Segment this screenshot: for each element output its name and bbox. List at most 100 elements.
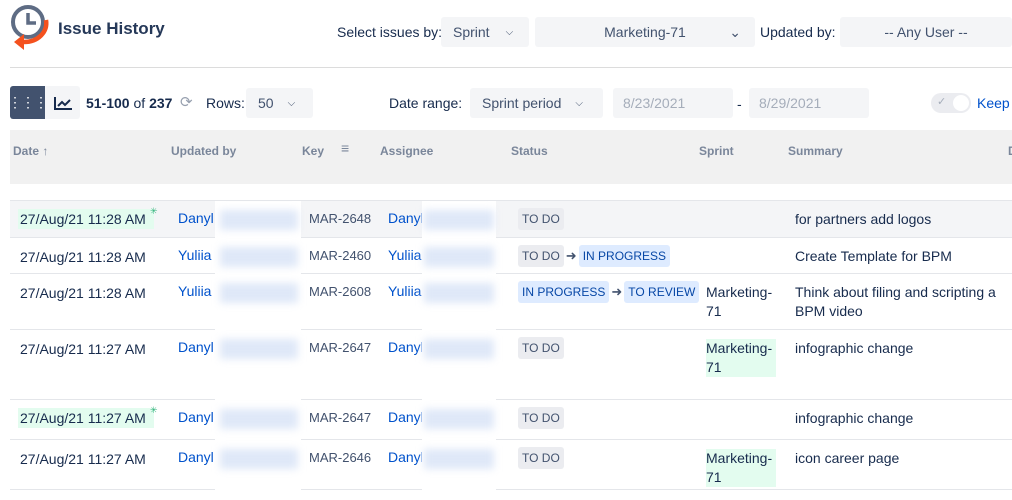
- col-updated-by[interactable]: Updated by: [171, 144, 237, 158]
- assignee-link[interactable]: Danyl: [388, 409, 424, 425]
- select-by-label: Select issues by:: [337, 24, 443, 40]
- sprint-value: Marketing-71: [604, 24, 686, 40]
- status-from-lozenge: TO DO: [518, 208, 564, 230]
- col-status[interactable]: Status: [511, 144, 548, 158]
- summary-cell: Think about filing and scripting a BPM v…: [795, 284, 996, 319]
- chart-view-button[interactable]: [45, 86, 80, 119]
- filter-icon[interactable]: ≡: [341, 140, 350, 156]
- date-cell: 27/Aug/21 11:27 AM: [20, 451, 146, 467]
- total-count: 237: [149, 95, 173, 111]
- status-change: TO DO: [518, 337, 564, 359]
- updated-by-link[interactable]: Yuliia: [178, 247, 212, 263]
- sort-asc-icon: ↑: [42, 144, 49, 158]
- table-row[interactable]: 27/Aug/21 11:28 AM Yuliia MAR-2608 Yulii…: [10, 274, 1012, 330]
- rows-dropdown[interactable]: 50 ⌵: [246, 88, 313, 118]
- chevron-down-icon: ⌄: [729, 23, 741, 40]
- chevron-down-icon: ⌵: [575, 97, 583, 109]
- status-change: TO DO: [518, 407, 564, 429]
- col-key[interactable]: Key: [302, 144, 325, 158]
- blurred-name: [220, 283, 298, 303]
- col-sprint[interactable]: Sprint: [699, 144, 734, 158]
- sprint-dropdown[interactable]: Marketing-71 ⌄: [535, 17, 755, 47]
- date-to-input[interactable]: 8/29/2021: [749, 88, 869, 118]
- updated-by-link[interactable]: Danyl: [178, 210, 214, 226]
- updated-by-link[interactable]: Danyl: [178, 449, 214, 465]
- check-icon: ✓: [937, 96, 947, 108]
- keep-toggle[interactable]: ✓: [931, 93, 971, 113]
- chevron-down-icon: ⌵: [287, 97, 296, 109]
- issue-key[interactable]: MAR-2608: [309, 284, 372, 299]
- date-cell: 27/Aug/21 11:28 AM: [20, 285, 146, 301]
- date-range-value: Sprint period: [482, 95, 562, 111]
- date-cell: 27/Aug/21 11:28 AM: [18, 209, 154, 229]
- assignee-link[interactable]: Danyl: [388, 449, 424, 465]
- table-row[interactable]: 27/Aug/21 11:28 AM Yuliia MAR-2460 Yulii…: [10, 238, 1012, 274]
- table-row[interactable]: 27/Aug/21 11:27 AM Danyl MAR-2646 Danyl …: [10, 440, 1012, 490]
- rows-label: Rows:: [206, 95, 245, 111]
- page-title: Issue History: [58, 19, 165, 38]
- updated-by-link[interactable]: Danyl: [178, 339, 214, 355]
- blurred-name: [220, 247, 298, 267]
- divider: [10, 67, 1012, 68]
- status-from-lozenge: IN PROGRESS: [518, 281, 610, 303]
- assignee-link[interactable]: Danyl: [388, 210, 424, 226]
- summary-cell: infographic change: [795, 410, 914, 426]
- status-to-lozenge: IN PROGRESS: [578, 245, 671, 267]
- table-row[interactable]: 27/Aug/21 11:28 AM ✳ Danyl MAR-2648 Dany…: [10, 200, 1012, 239]
- col-date[interactable]: Date ↑: [13, 144, 49, 158]
- issue-key[interactable]: MAR-2460: [309, 248, 372, 263]
- assignee-link[interactable]: Yuliia: [388, 283, 422, 299]
- issue-key[interactable]: MAR-2648: [309, 211, 372, 226]
- updated-by-label: Updated by:: [760, 24, 836, 40]
- blurred-name: [424, 449, 494, 469]
- date-from-input[interactable]: 8/23/2021: [613, 88, 733, 118]
- select-by-dropdown[interactable]: Sprint ⌵: [441, 17, 529, 47]
- updated-by-dropdown[interactable]: -- Any User --: [840, 17, 1012, 47]
- status-from-lozenge: TO DO: [518, 337, 564, 359]
- updated-by-value: -- Any User --: [884, 24, 968, 40]
- issue-key[interactable]: MAR-2647: [309, 410, 372, 425]
- status-to-lozenge: TO REVIEW: [624, 281, 700, 303]
- grid-view-button[interactable]: ⋮⋮⋮: [8, 86, 48, 119]
- col-assignee[interactable]: Assignee: [380, 144, 434, 158]
- keep-label[interactable]: Keep: [977, 95, 1010, 111]
- status-change: TO DO: [518, 447, 564, 469]
- updated-by-link[interactable]: Danyl: [178, 409, 214, 425]
- blurred-name: [424, 210, 494, 230]
- summary-cell: Create Template for BPM: [795, 248, 952, 264]
- chart-icon: [53, 96, 72, 110]
- of-label: of: [133, 95, 146, 111]
- date-cell: 27/Aug/21 11:27 AM: [18, 408, 154, 428]
- select-by-value: Sprint: [453, 24, 490, 40]
- arrow-right-icon: ➜: [611, 284, 623, 299]
- status-from-lozenge: TO DO: [518, 245, 564, 267]
- arrow-right-icon: ➜: [565, 248, 577, 263]
- issue-key[interactable]: MAR-2646: [309, 450, 372, 465]
- page-range: 51-100: [86, 95, 130, 111]
- date-cell: 27/Aug/21 11:27 AM: [20, 341, 146, 357]
- assignee-link[interactable]: Danyl: [388, 339, 424, 355]
- chevron-down-icon: ⌵: [505, 26, 514, 38]
- date-range-dropdown[interactable]: Sprint period ⌵: [470, 88, 603, 118]
- date-cell: 27/Aug/21 11:28 AM: [20, 249, 146, 265]
- status-from-lozenge: TO DO: [518, 407, 564, 429]
- issue-key[interactable]: MAR-2647: [309, 340, 372, 355]
- summary-cell: infographic change: [795, 340, 914, 356]
- new-indicator-icon: ✳: [150, 405, 158, 415]
- sprint-cell: Marketing-71: [706, 284, 773, 319]
- updated-by-link[interactable]: Yuliia: [178, 283, 212, 299]
- refresh-icon[interactable]: ⟳: [180, 94, 193, 111]
- table-header: Date ↑ Updated by Key ≡ Assignee Status …: [10, 130, 1012, 184]
- app-logo: [8, 4, 50, 50]
- table-row[interactable]: 27/Aug/21 11:27 AM ✳ Danyl MAR-2647 Dany…: [10, 400, 1012, 440]
- sprint-cell: Marketing-71: [706, 449, 776, 487]
- col-extra[interactable]: D: [1008, 144, 1012, 158]
- col-summary[interactable]: Summary: [788, 144, 843, 158]
- summary-cell: for partners add logos: [795, 211, 932, 227]
- new-indicator-icon: ✳: [150, 206, 158, 216]
- blurred-name: [424, 409, 494, 429]
- table-row[interactable]: 27/Aug/21 11:27 AM Danyl MAR-2647 Danyl …: [10, 330, 1012, 400]
- sprint-cell: Marketing-71: [706, 339, 776, 377]
- summary-cell: icon career page: [795, 450, 900, 466]
- assignee-link[interactable]: Yuliia: [388, 247, 422, 263]
